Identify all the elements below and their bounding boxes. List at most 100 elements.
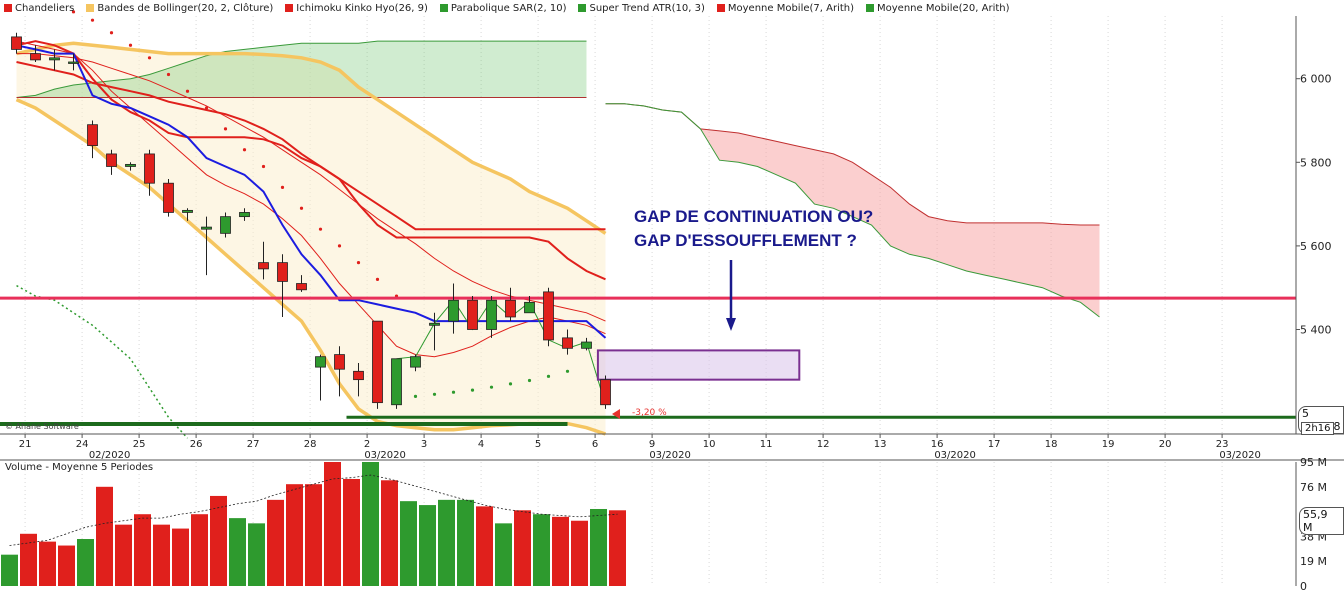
legend: Chandeliers Bandes de Bollinger(20, 2, Cl…	[0, 0, 1300, 16]
candle-body	[448, 299, 459, 322]
legend-item[interactable]: Bandes de Bollinger(20, 2, Clôture)	[86, 3, 273, 14]
sar-dot	[223, 127, 228, 131]
time-tick-label: 28	[304, 439, 317, 450]
volume-bar	[210, 495, 227, 586]
time-tick-label: 2	[364, 439, 370, 450]
sar-dot	[90, 18, 95, 22]
volume-bar	[476, 506, 493, 586]
gap-annotation: GAP DE CONTINUATION OU? GAP D'ESSOUFFLEM…	[634, 205, 873, 253]
gap-box	[596, 349, 801, 381]
annotation-line-1: GAP DE CONTINUATION OU?	[634, 207, 874, 226]
volume-bar	[552, 516, 569, 586]
volume-bar	[58, 545, 75, 586]
sar-dot	[242, 148, 247, 152]
time-tick-label: 9	[649, 439, 655, 450]
time-tick-label: 11	[760, 439, 773, 450]
volume-bar	[191, 514, 208, 586]
volume-bar	[324, 462, 341, 586]
time-tick-label: 26	[190, 439, 203, 450]
candle-body	[239, 212, 250, 218]
change-percent: -3,20 %	[632, 408, 667, 418]
legend-label: Chandeliers	[15, 2, 75, 14]
time-tick-label: 12	[817, 439, 830, 450]
sar-dot	[337, 244, 342, 248]
sar-dot	[470, 388, 475, 392]
time-tick-label: 19	[1102, 439, 1115, 450]
sar-dot	[546, 374, 551, 378]
time-tick-label: 18	[1045, 439, 1058, 450]
volume-bar	[115, 524, 132, 586]
volume-bar	[286, 484, 303, 586]
volume-bar	[495, 523, 512, 586]
volume-bar	[172, 528, 189, 586]
legend-label: Moyenne Mobile(7, Arith)	[727, 2, 855, 14]
month-label: 02/2020	[89, 450, 131, 461]
candle-body	[11, 36, 22, 50]
volume-bar	[590, 508, 607, 586]
sar-dot	[71, 10, 76, 14]
volume-bar	[20, 533, 37, 586]
sar-dot	[280, 185, 285, 189]
legend-item[interactable]: Moyenne Mobile(20, Arith)	[866, 3, 1010, 14]
candle-body	[68, 61, 79, 64]
legend-item[interactable]: Chandeliers	[4, 3, 74, 14]
legend-item[interactable]: Ichimoku Kinko Hyo(26, 9)	[285, 3, 428, 14]
candle-body	[201, 226, 212, 230]
kumo-green-edge	[16, 40, 587, 98]
sar-dot	[565, 369, 570, 373]
time-tick-label: 27	[247, 439, 260, 450]
candle-body	[315, 356, 326, 368]
legend-label: Moyenne Mobile(20, Arith)	[877, 2, 1010, 14]
volume-bar	[305, 484, 322, 586]
kumo-red-base	[605, 103, 1100, 318]
legend-item[interactable]: Moyenne Mobile(7, Arith)	[716, 2, 855, 14]
candle-body	[600, 379, 611, 406]
candle-body	[467, 299, 478, 330]
sar-dot	[128, 43, 133, 47]
time-tick-label: 16	[931, 439, 944, 450]
candle-body	[163, 182, 174, 213]
candle-body	[258, 262, 269, 270]
sar-dot	[375, 277, 380, 281]
ma7-line	[16, 40, 606, 358]
candle-body	[182, 209, 193, 213]
time-tick-label: 23	[1216, 439, 1229, 450]
legend-item[interactable]: Parabolique SAR(2, 10)	[439, 3, 566, 14]
legend-label: Ichimoku Kinko Hyo(26, 9)	[296, 2, 428, 14]
time-tick-label: 3	[421, 439, 427, 450]
volume-bar	[419, 505, 436, 586]
volume-bar	[77, 539, 94, 586]
candle-body	[106, 153, 117, 167]
candle-body	[144, 153, 155, 184]
time-tick-label: 13	[874, 439, 887, 450]
volume-bar	[571, 520, 588, 586]
time-tick-label: 17	[988, 439, 1001, 450]
legend-swatch	[4, 4, 12, 12]
sar-dot	[318, 227, 323, 231]
volume-bar	[229, 518, 246, 586]
candle-body	[87, 124, 98, 146]
candle-body	[125, 163, 136, 167]
candle-body	[486, 299, 497, 330]
sar-dot	[508, 382, 513, 386]
bollinger-fill	[16, 43, 606, 435]
candle-body	[543, 291, 554, 341]
volume-ma-line	[9, 474, 618, 546]
volume-tick-label: 0	[1300, 580, 1307, 590]
change-arrow	[612, 409, 620, 419]
candle-body	[524, 301, 535, 314]
price-tick-label: 5 800	[1300, 156, 1332, 169]
sar-dot	[261, 164, 266, 169]
volume-bar	[438, 499, 455, 586]
legend-swatch	[716, 4, 725, 12]
price-tick-label: 5 600	[1300, 240, 1332, 253]
volume-bar	[381, 480, 398, 586]
volume-bar	[609, 510, 626, 586]
supertrend-line	[16, 44, 607, 339]
volume-bar	[343, 478, 360, 586]
candle-body	[220, 216, 231, 234]
legend-swatch	[86, 4, 95, 12]
legend-item[interactable]: Super Trend ATR(10, 3)	[578, 3, 705, 14]
time-tick-label: 25	[133, 439, 146, 450]
